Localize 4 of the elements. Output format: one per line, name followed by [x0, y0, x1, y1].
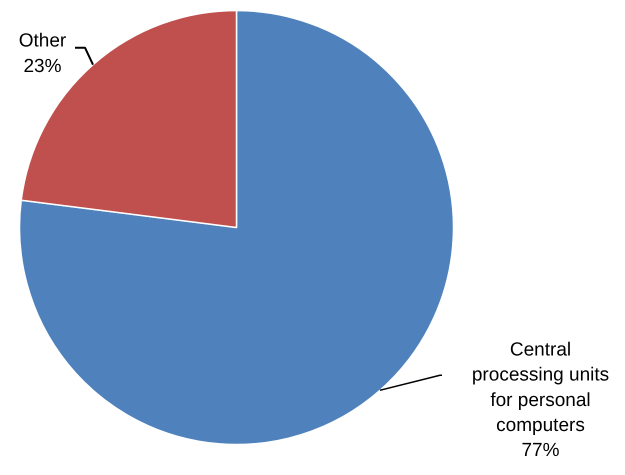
data-label: 23% [23, 56, 62, 77]
data-label: 77% [521, 440, 560, 462]
slice-label: Central processing units for personal computers [472, 339, 610, 436]
slice-label: Other [18, 30, 67, 52]
